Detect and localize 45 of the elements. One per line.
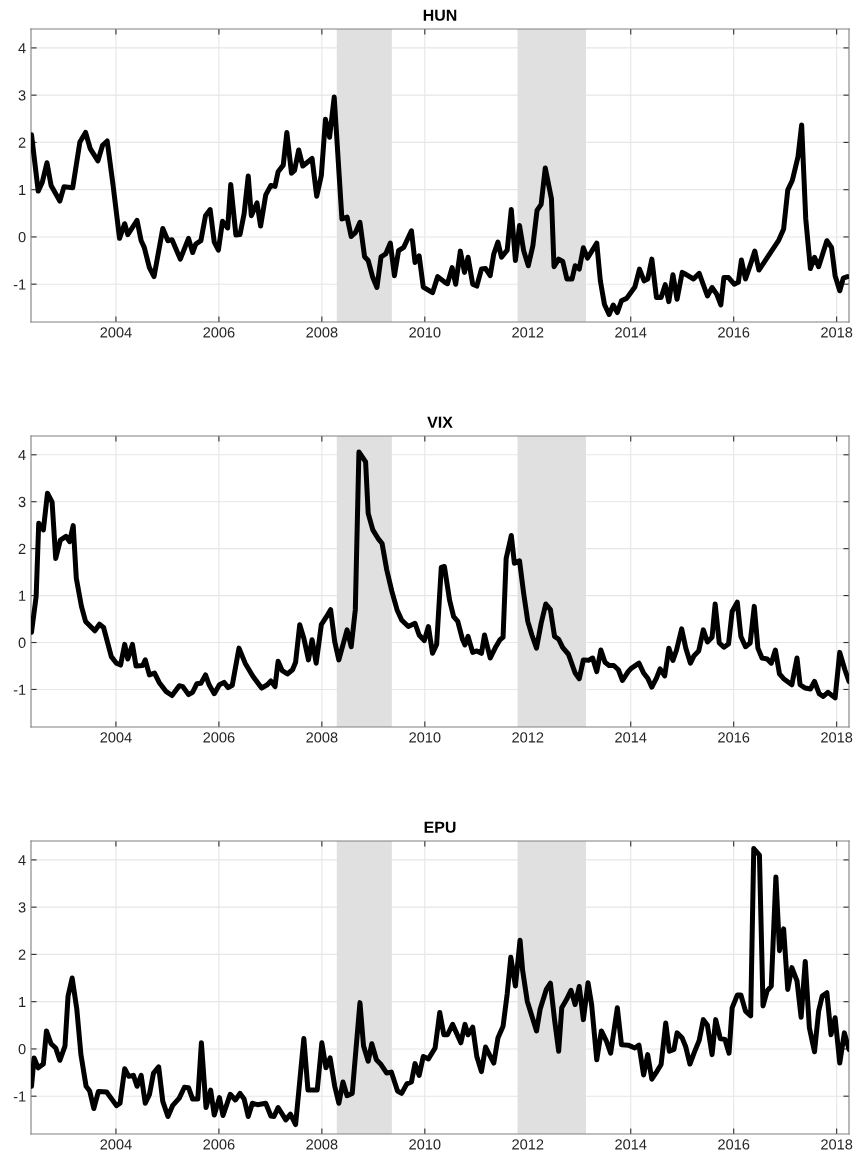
- y-tick-label: 1: [19, 996, 26, 1007]
- x-tick-label: 2004: [100, 732, 132, 743]
- x-tick-label: 2014: [615, 327, 647, 338]
- chart-title: VIX: [427, 416, 453, 428]
- y-tick-label: 4: [18, 450, 26, 461]
- y-tick-label: 2: [18, 543, 26, 554]
- x-tick-label: 2012: [512, 327, 544, 338]
- x-tick-label: 2004: [100, 327, 132, 338]
- chart-title: EPU: [424, 821, 456, 833]
- y-tick-label: 3: [18, 496, 26, 508]
- x-tick-label: 2008: [306, 732, 338, 743]
- y-tick-label: 0: [18, 232, 26, 243]
- x-tick-label: 2010: [409, 327, 441, 338]
- y-tick-label: -1: [13, 1091, 26, 1102]
- y-tick-label: 4: [18, 855, 26, 866]
- x-tick-label: 2018: [821, 1139, 853, 1150]
- x-tick-label: 2016: [718, 327, 750, 338]
- x-tick-label: 2010: [409, 1139, 441, 1150]
- chart-title: HUN: [423, 9, 457, 21]
- y-tick-label: 0: [18, 1044, 26, 1055]
- y-tick-label: -1: [13, 684, 26, 695]
- y-tick-label: -1: [13, 279, 26, 290]
- x-tick-label: 2016: [718, 732, 750, 743]
- x-tick-label: 2016: [718, 1139, 750, 1150]
- y-tick-label: 4: [18, 43, 26, 54]
- y-tick-label: 3: [18, 902, 26, 913]
- x-tick-label: 2008: [306, 327, 338, 338]
- y-tick-label: 0: [18, 637, 26, 648]
- x-tick-label: 2014: [615, 732, 647, 743]
- y-tick-label: 2: [18, 137, 26, 148]
- x-tick-label: 2010: [409, 732, 441, 743]
- x-tick-label: 2006: [203, 327, 235, 338]
- y-tick-label: 2: [18, 949, 26, 960]
- x-tick-label: 2004: [100, 1139, 132, 1150]
- x-tick-label: 2012: [512, 1139, 544, 1150]
- y-tick-label: 1: [19, 590, 26, 601]
- y-tick-label: 3: [18, 90, 26, 101]
- x-tick-label: 2014: [615, 1139, 647, 1150]
- x-tick-label: 2012: [512, 732, 544, 743]
- x-tick-label: 2018: [821, 732, 853, 743]
- x-tick-label: 2018: [821, 327, 853, 338]
- x-tick-label: 2006: [203, 732, 235, 743]
- y-tick-label: 1: [19, 184, 26, 195]
- x-tick-label: 2006: [203, 1139, 235, 1150]
- x-tick-label: 2008: [306, 1139, 338, 1150]
